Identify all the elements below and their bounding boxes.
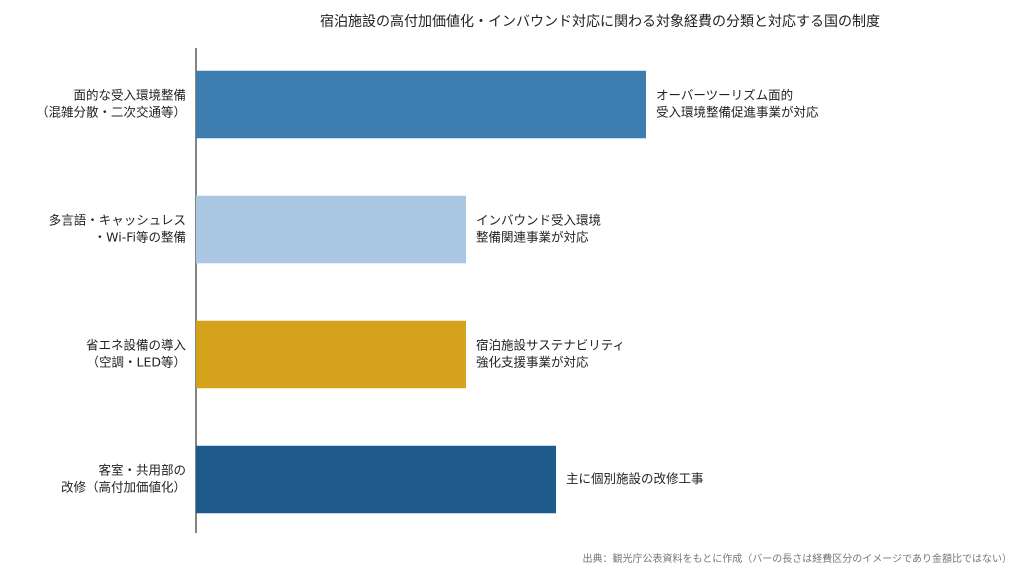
y-tick-label: （混雑分散・二次交通等） [36, 105, 186, 120]
y-tick-label: ・Wi-Fi等の整備 [94, 230, 186, 245]
bar [196, 195, 466, 264]
y-tick-label: 多言語・キャッシュレス [49, 213, 186, 228]
bar-annotation: 受入環境整備促進事業が対応 [656, 105, 819, 120]
bar-annotation: 主に個別施設の改修工事 [566, 471, 704, 486]
bar [196, 445, 556, 514]
bar-annotation: インバウンド受入環境 [476, 213, 601, 228]
bar-annotation: オーバーツーリズム面的 [656, 88, 793, 103]
bar [196, 320, 466, 389]
y-tick-label: 改修（高付加価値化） [61, 480, 186, 495]
bar [196, 70, 646, 139]
bar-annotation: 強化支援事業が対応 [476, 355, 589, 370]
chart-title: 宿泊施設の高付加価値化・インバウンド対応に関わる対象経費の分類と対応する国の制度 [320, 13, 880, 30]
bar-annotation: 宿泊施設サステナビリティ [476, 338, 625, 353]
source-note: 出典：観光庁公表資料をもとに作成（バーの長さは経費区分のイメージであり金額比では… [583, 552, 1013, 565]
y-tick-label: 客室・共用部の [98, 463, 186, 478]
y-tick-label: （空調・LED等） [87, 355, 187, 370]
y-tick-label: 省エネ設備の導入 [86, 338, 187, 353]
y-tick-label: 面的な受入環境整備 [73, 88, 186, 103]
bar-annotation: 整備関連事業が対応 [476, 230, 589, 245]
